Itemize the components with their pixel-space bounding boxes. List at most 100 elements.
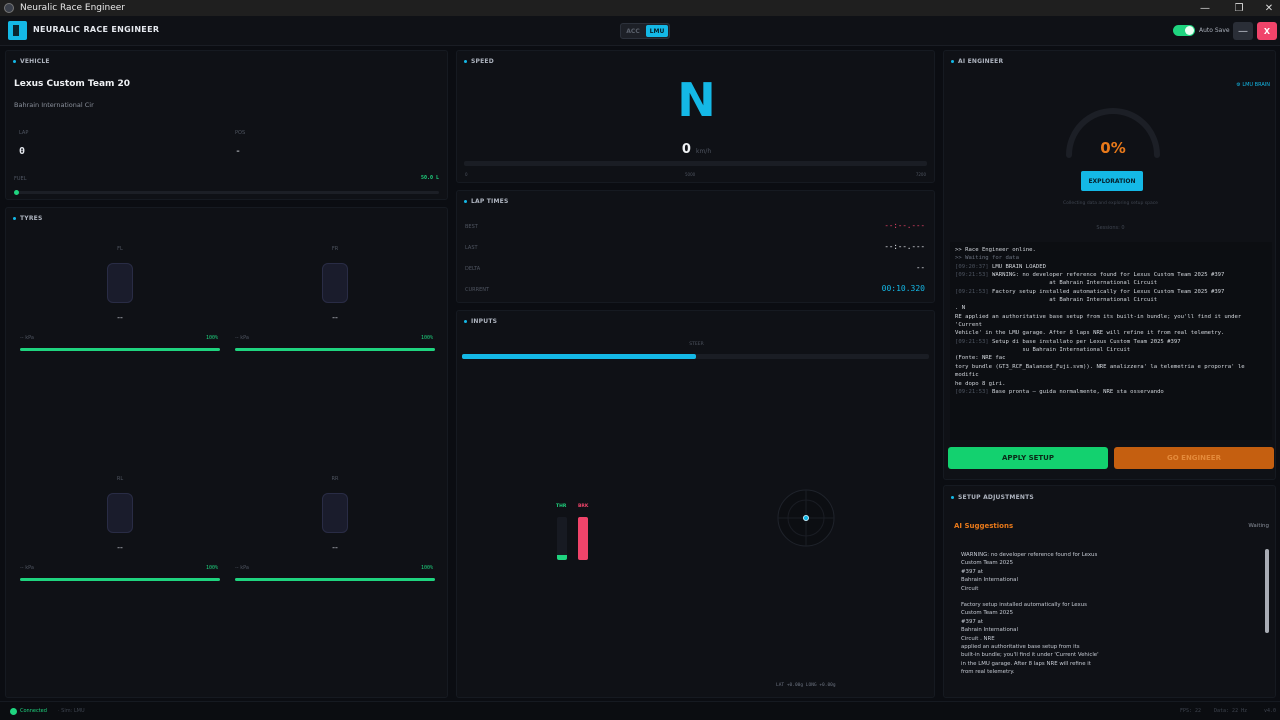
throttle-label: THR (556, 504, 567, 509)
tyre-rr-temp: -- (332, 543, 338, 552)
auto-save-label: Auto Save (1199, 27, 1230, 34)
fps-readout: FPS: 22 (1180, 708, 1202, 714)
tyre-rl-icon (107, 493, 133, 533)
tyres-title: TYRES (13, 215, 42, 222)
best-value: --:--.--- (884, 221, 925, 230)
window-titlebar: Neuralic Race Engineer — ❐ ✕ (0, 0, 1280, 16)
tyre-fr-temp: -- (332, 313, 338, 322)
ai-suggestions-title: AI Suggestions (954, 522, 1014, 530)
fuel-marker (14, 190, 19, 195)
suggestions-status: Waiting (1248, 523, 1269, 529)
lap-value: 0 (19, 146, 26, 157)
inputs-panel: INPUTS STEER THR BRK LAT +0.00g LONG +0.… (456, 310, 935, 698)
window-close-button[interactable]: ✕ (1264, 2, 1274, 14)
log-timestamp: [09:21:53] (955, 288, 993, 295)
suggestion-item: WARNING: no developer reference found fo… (961, 552, 1098, 592)
apply-setup-button[interactable]: APPLY SETUP (948, 447, 1108, 469)
app-title: NEURALIC RACE ENGINEER (33, 25, 160, 34)
tyre-rl-pressure: -- kPa (20, 565, 34, 571)
mode-lmu-button[interactable]: LMU (646, 25, 668, 37)
window-minimize-button[interactable]: — (1200, 2, 1210, 14)
window-maximize-button[interactable]: ❐ (1234, 2, 1244, 14)
rpm-tick-max: 7200 (915, 172, 926, 177)
log-text: WARNING: no developer reference found fo… (992, 272, 1225, 287)
last-label: LAST (465, 245, 478, 251)
tyre-fl-wear: 100% (206, 335, 219, 341)
suggestion-item: Factory setup installed automatically fo… (961, 602, 1099, 676)
vehicle-panel: VEHICLE Lexus Custom Team 20 Bahrain Int… (5, 50, 448, 200)
lap-times-panel: LAP TIMES BEST --:--.--- LAST --:--.--- … (456, 190, 935, 303)
tyre-fr-pressure: -- kPa (235, 335, 249, 341)
tyres-panel: TYRES FL -- -- kPa 100% FR -- -- kPa 100… (5, 207, 448, 698)
vehicle-title: VEHICLE (13, 58, 50, 65)
mode-acc-button[interactable]: ACC (626, 27, 640, 35)
delta-label: DELTA (465, 266, 481, 272)
log-timestamp: [09:21:53] (955, 338, 993, 345)
suggestions-scrollbar[interactable] (1265, 549, 1269, 633)
tyre-rr-wear: 100% (421, 565, 434, 571)
tyre-fl-label: FL (117, 246, 123, 252)
ai-suggestions-list[interactable]: WARNING: no developer reference found fo… (956, 548, 1256, 688)
setup-adjustments-title: SETUP ADJUSTMENTS (951, 494, 1034, 501)
rpm-tick-min: 0 (465, 172, 468, 177)
log-text: Setup di base installato per Lexus Custo… (955, 338, 1245, 387)
log-line: [09:20:37] LMU BRAIN LOADED (955, 263, 1267, 271)
tyre-fl-icon (107, 263, 133, 303)
sessions-count: Sessions: 0 (1096, 225, 1125, 231)
fuel-label: FUEL (14, 176, 27, 182)
tyre-rr-pressure: -- kPa (235, 565, 249, 571)
log-text: >> Waiting for data (955, 255, 1019, 262)
tyre-rl-temp: -- (117, 543, 123, 552)
rpm-bar (464, 161, 927, 166)
log-line: [09:21:53] Factory setup installed autom… (955, 288, 1267, 338)
logo-icon (8, 21, 27, 40)
log-timestamp: [09:21:53] (955, 272, 993, 279)
tyre-rr-label: RR (331, 476, 339, 482)
throttle-bar-fill (557, 554, 567, 560)
data-rate-readout: Data: 22 Hz (1214, 708, 1248, 714)
sim-mode-switch: ACC LMU (620, 23, 670, 39)
setup-adjustments-panel: SETUP ADJUSTMENTS AI Suggestions Waiting (943, 485, 1276, 698)
minimize-button[interactable]: — (1233, 22, 1253, 40)
log-line: [09:21:53] Setup di base installato per … (955, 338, 1267, 388)
last-value: --:--.--- (884, 242, 925, 251)
ai-engineer-title: AI ENGINEER (951, 58, 1003, 65)
track-name: Bahrain International Cir (14, 101, 94, 109)
car-name: Lexus Custom Team 20 (14, 79, 131, 89)
pos-label: POS (235, 130, 246, 136)
engineer-log[interactable]: >> Race Engineer online. >> Waiting for d… (950, 242, 1272, 440)
tyre-fl-pressure: -- kPa (20, 335, 34, 341)
log-line: >> Race Engineer online. (955, 246, 1267, 254)
tyre-fr-wear-bar (235, 348, 435, 351)
go-engineer-button[interactable]: GO ENGINEER (1114, 447, 1274, 469)
log-line: [09:21:53] WARNING: no developer referen… (955, 271, 1267, 288)
app-header: NEURALIC RACE ENGINEER ACC LMU Auto Save… (0, 16, 1280, 46)
sim-status: · Sim: LMU (58, 708, 85, 714)
progress-gauge (1066, 108, 1160, 158)
lap-times-title: LAP TIMES (464, 198, 508, 205)
tyre-rl-label: RL (116, 476, 124, 482)
steer-bar-fill (462, 354, 696, 359)
brake-bar (578, 517, 588, 560)
log-line: >> Waiting for data (955, 254, 1267, 262)
throttle-bar (557, 517, 567, 560)
close-button[interactable]: X (1257, 22, 1277, 40)
speed-readout: 0 km/h (457, 138, 936, 157)
window-title: Neuralic Race Engineer (20, 3, 125, 13)
best-label: BEST (465, 224, 478, 230)
tyre-fr-wear: 100% (421, 335, 434, 341)
log-timestamp: [09:20:37] (955, 263, 993, 270)
inputs-title: INPUTS (464, 318, 497, 325)
log-text: Base pronta — guida normalmente, NRE sta… (992, 388, 1164, 395)
tyre-rl-wear-fill (20, 578, 220, 581)
steer-label: STEER (689, 342, 704, 347)
speed-value: 0 (681, 142, 691, 157)
tyre-rl-wear-bar (20, 578, 220, 581)
delta-value: -- (915, 263, 925, 272)
fuel-value: 50.0 L (420, 175, 439, 181)
current-label: CURRENT (465, 287, 490, 293)
auto-save-toggle[interactable] (1173, 25, 1195, 36)
log-timestamp: [09:21:53] (955, 388, 993, 395)
gforce-readout: LAT +0.00g LONG +0.00g (776, 683, 836, 688)
tyre-fl-temp: -- (117, 313, 123, 322)
